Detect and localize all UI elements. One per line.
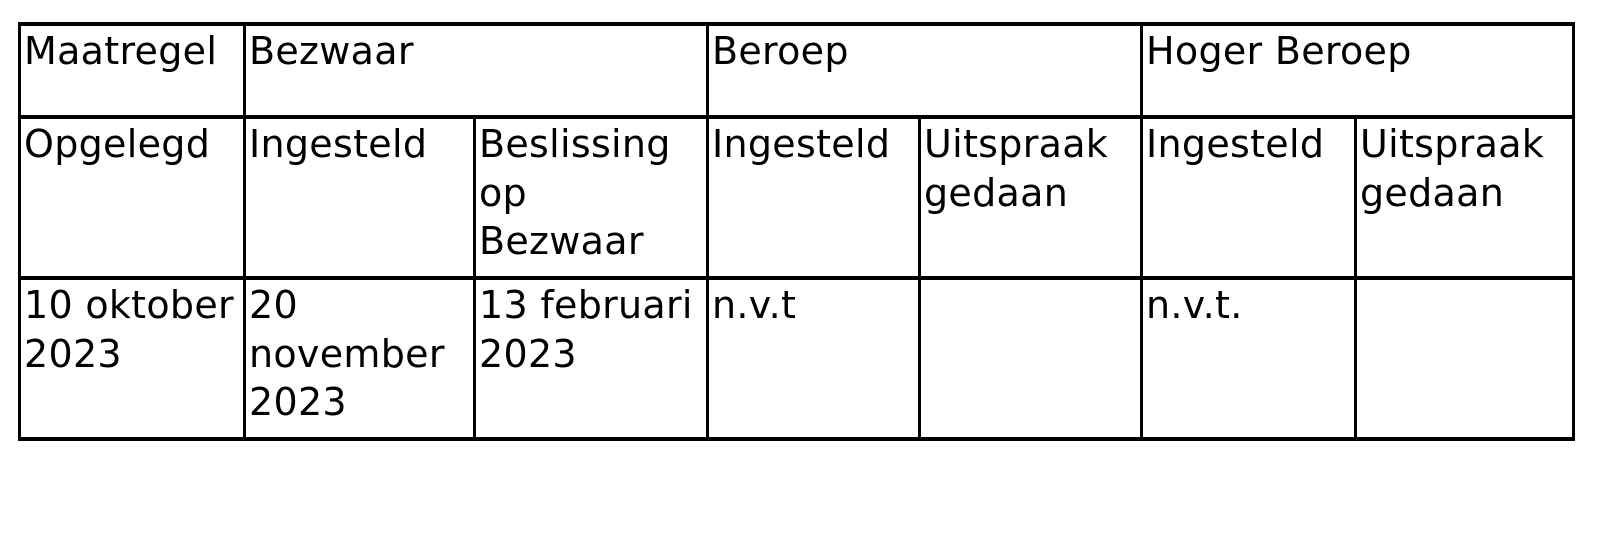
- cell-hoger-beroep-uitspraak: [1354, 276, 1576, 441]
- subheader-uitspraak-hoger-beroep: Uitspraak gedaan: [1354, 115, 1576, 280]
- group-header-beroep: Beroep: [705, 22, 1144, 119]
- subheader-uitspraak-beroep: Uitspraak gedaan: [917, 115, 1144, 280]
- subheader-opgelegd: Opgelegd: [18, 115, 246, 280]
- group-header-bezwaar: Bezwaar: [243, 22, 709, 119]
- subheader-ingesteld-bezwaar: Ingesteld: [243, 115, 476, 280]
- subheader-ingesteld-hoger-beroep: Ingesteld: [1140, 115, 1358, 280]
- group-header-row: Maatregel Bezwaar Beroep Hoger Beroep: [18, 22, 1576, 119]
- group-header-hoger-beroep: Hoger Beroep: [1140, 22, 1576, 119]
- procedure-timeline-table: Maatregel Bezwaar Beroep Hoger Beroep Op…: [18, 22, 1576, 441]
- table-row: 10 oktober 2023 20 november 2023 13 febr…: [18, 276, 1576, 441]
- cell-beroep-uitspraak: [917, 276, 1144, 441]
- cell-hoger-beroep-ingesteld: n.v.t.: [1140, 276, 1358, 441]
- group-header-maatregel: Maatregel: [18, 22, 246, 119]
- cell-bezwaar-ingesteld: 20 november 2023: [243, 276, 476, 441]
- cell-beroep-ingesteld: n.v.t: [706, 276, 921, 441]
- cell-maatregel-opgelegd: 10 oktober 2023: [18, 276, 246, 441]
- cell-bezwaar-beslissing: 13 februari 2023: [473, 276, 709, 441]
- subheader-ingesteld-beroep: Ingesteld: [706, 115, 921, 280]
- sub-header-row: Opgelegd Ingesteld Beslissing op Bezwaar…: [18, 115, 1576, 280]
- subheader-beslissing-op-bezwaar: Beslissing op Bezwaar: [473, 115, 709, 280]
